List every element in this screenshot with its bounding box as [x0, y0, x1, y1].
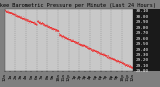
Text: 29.10: 29.10: [136, 64, 149, 68]
Text: 29.60: 29.60: [136, 37, 149, 41]
Text: 29.50: 29.50: [136, 42, 149, 46]
Text: 29.40: 29.40: [136, 48, 149, 52]
Title: Milwaukee Barometric Pressure per Minute (Last 24 Hours): Milwaukee Barometric Pressure per Minute…: [0, 3, 156, 8]
Text: 29.20: 29.20: [136, 58, 149, 62]
Text: 30.00: 30.00: [136, 15, 149, 19]
Text: 29.80: 29.80: [136, 26, 149, 30]
Text: 29.70: 29.70: [136, 31, 149, 35]
Text: 29.90: 29.90: [136, 20, 149, 24]
Text: 30.10: 30.10: [136, 9, 149, 13]
Text: 29.00: 29.00: [136, 69, 149, 73]
Text: 29.30: 29.30: [136, 53, 149, 57]
